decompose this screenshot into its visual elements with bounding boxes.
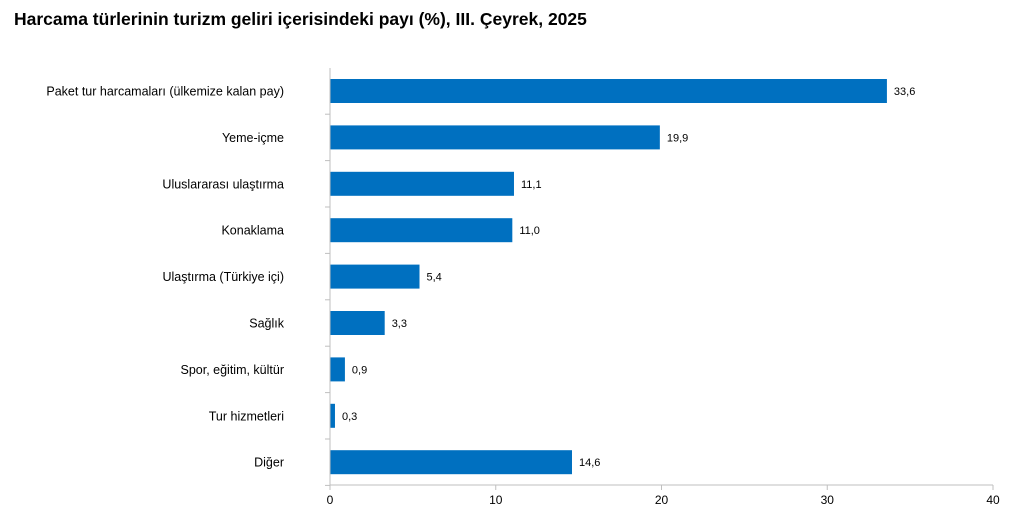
x-tick-label: 20 [655, 493, 669, 507]
bar [330, 125, 660, 150]
bar [330, 218, 513, 243]
bar [330, 403, 335, 428]
value-label: 14,6 [579, 457, 600, 469]
category-label: Spor, eğitim, kültür [180, 363, 284, 377]
bars-layer [330, 79, 887, 475]
category-label: Tur hizmetleri [209, 409, 284, 423]
category-label: Diğer [254, 456, 284, 470]
category-label: Ulaştırma (Türkiye içi) [162, 270, 284, 284]
value-label: 5,4 [427, 272, 442, 284]
bar [330, 171, 514, 196]
labels-layer: 0 10 20 30 40 Paket tur harcamaları (ülkemize… [46, 85, 1000, 508]
value-label: 3,3 [392, 318, 407, 330]
bar [330, 79, 887, 103]
x-tick-label: 0 [327, 493, 334, 507]
bar [330, 450, 572, 475]
category-label: Konaklama [221, 224, 284, 238]
category-label: Uluslararası ulaştırma [162, 177, 284, 191]
value-label: 0,3 [342, 411, 357, 423]
value-label: 11,1 [521, 179, 542, 191]
chart-title: Harcama türlerinin turizm geliri içerisi… [14, 9, 587, 29]
value-label: 19,9 [667, 132, 688, 144]
value-label: 33,6 [894, 86, 915, 98]
x-tick-label: 10 [489, 493, 503, 507]
x-tick-label: 40 [986, 493, 1000, 507]
bar [330, 311, 385, 335]
category-label: Yeme-içme [222, 131, 284, 145]
x-tick-label: 30 [821, 493, 835, 507]
category-label: Paket tur harcamaları (ülkemize kalan pa… [46, 85, 284, 99]
category-label: Sağlık [249, 317, 284, 331]
value-label: 11,0 [519, 225, 540, 237]
bar [330, 357, 345, 382]
bar [330, 264, 420, 289]
axes [325, 68, 994, 490]
value-label: 0,9 [352, 364, 367, 376]
